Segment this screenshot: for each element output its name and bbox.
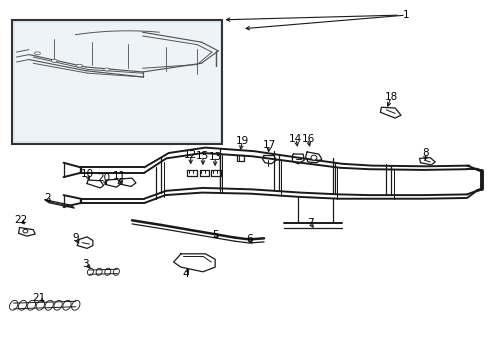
Ellipse shape — [96, 268, 102, 275]
Ellipse shape — [77, 64, 82, 67]
Text: 12: 12 — [183, 150, 197, 160]
Ellipse shape — [35, 52, 41, 55]
Text: 21: 21 — [32, 293, 46, 303]
Text: 2: 2 — [44, 193, 51, 203]
Text: 8: 8 — [421, 148, 428, 158]
Ellipse shape — [36, 300, 44, 310]
Ellipse shape — [45, 300, 53, 310]
Text: 10: 10 — [81, 168, 93, 179]
Ellipse shape — [9, 300, 18, 310]
Ellipse shape — [19, 300, 27, 310]
Text: 9: 9 — [72, 233, 79, 243]
Ellipse shape — [104, 68, 109, 71]
Text: 17: 17 — [262, 140, 276, 150]
Ellipse shape — [71, 300, 80, 310]
Text: 7: 7 — [306, 218, 313, 228]
Text: 11: 11 — [113, 171, 126, 181]
Text: 19: 19 — [235, 136, 249, 146]
Ellipse shape — [51, 59, 57, 62]
Ellipse shape — [54, 300, 62, 310]
Text: 3: 3 — [82, 258, 89, 269]
Text: 4: 4 — [182, 269, 189, 279]
Text: 6: 6 — [245, 234, 252, 244]
Bar — [12, 20, 222, 144]
Text: 18: 18 — [384, 92, 397, 102]
Ellipse shape — [62, 300, 71, 310]
Ellipse shape — [87, 268, 93, 275]
Ellipse shape — [23, 229, 28, 233]
Ellipse shape — [113, 268, 119, 275]
Ellipse shape — [27, 300, 36, 310]
Text: 1: 1 — [402, 10, 408, 20]
Text: 14: 14 — [288, 134, 302, 144]
Ellipse shape — [104, 268, 110, 275]
Text: 13: 13 — [208, 152, 222, 162]
Bar — [15, 23, 220, 141]
Text: 16: 16 — [301, 134, 314, 144]
Text: 20: 20 — [98, 173, 110, 183]
Ellipse shape — [310, 155, 316, 160]
Text: 15: 15 — [196, 151, 209, 161]
Text: 22: 22 — [14, 215, 27, 225]
Text: 5: 5 — [211, 230, 218, 240]
